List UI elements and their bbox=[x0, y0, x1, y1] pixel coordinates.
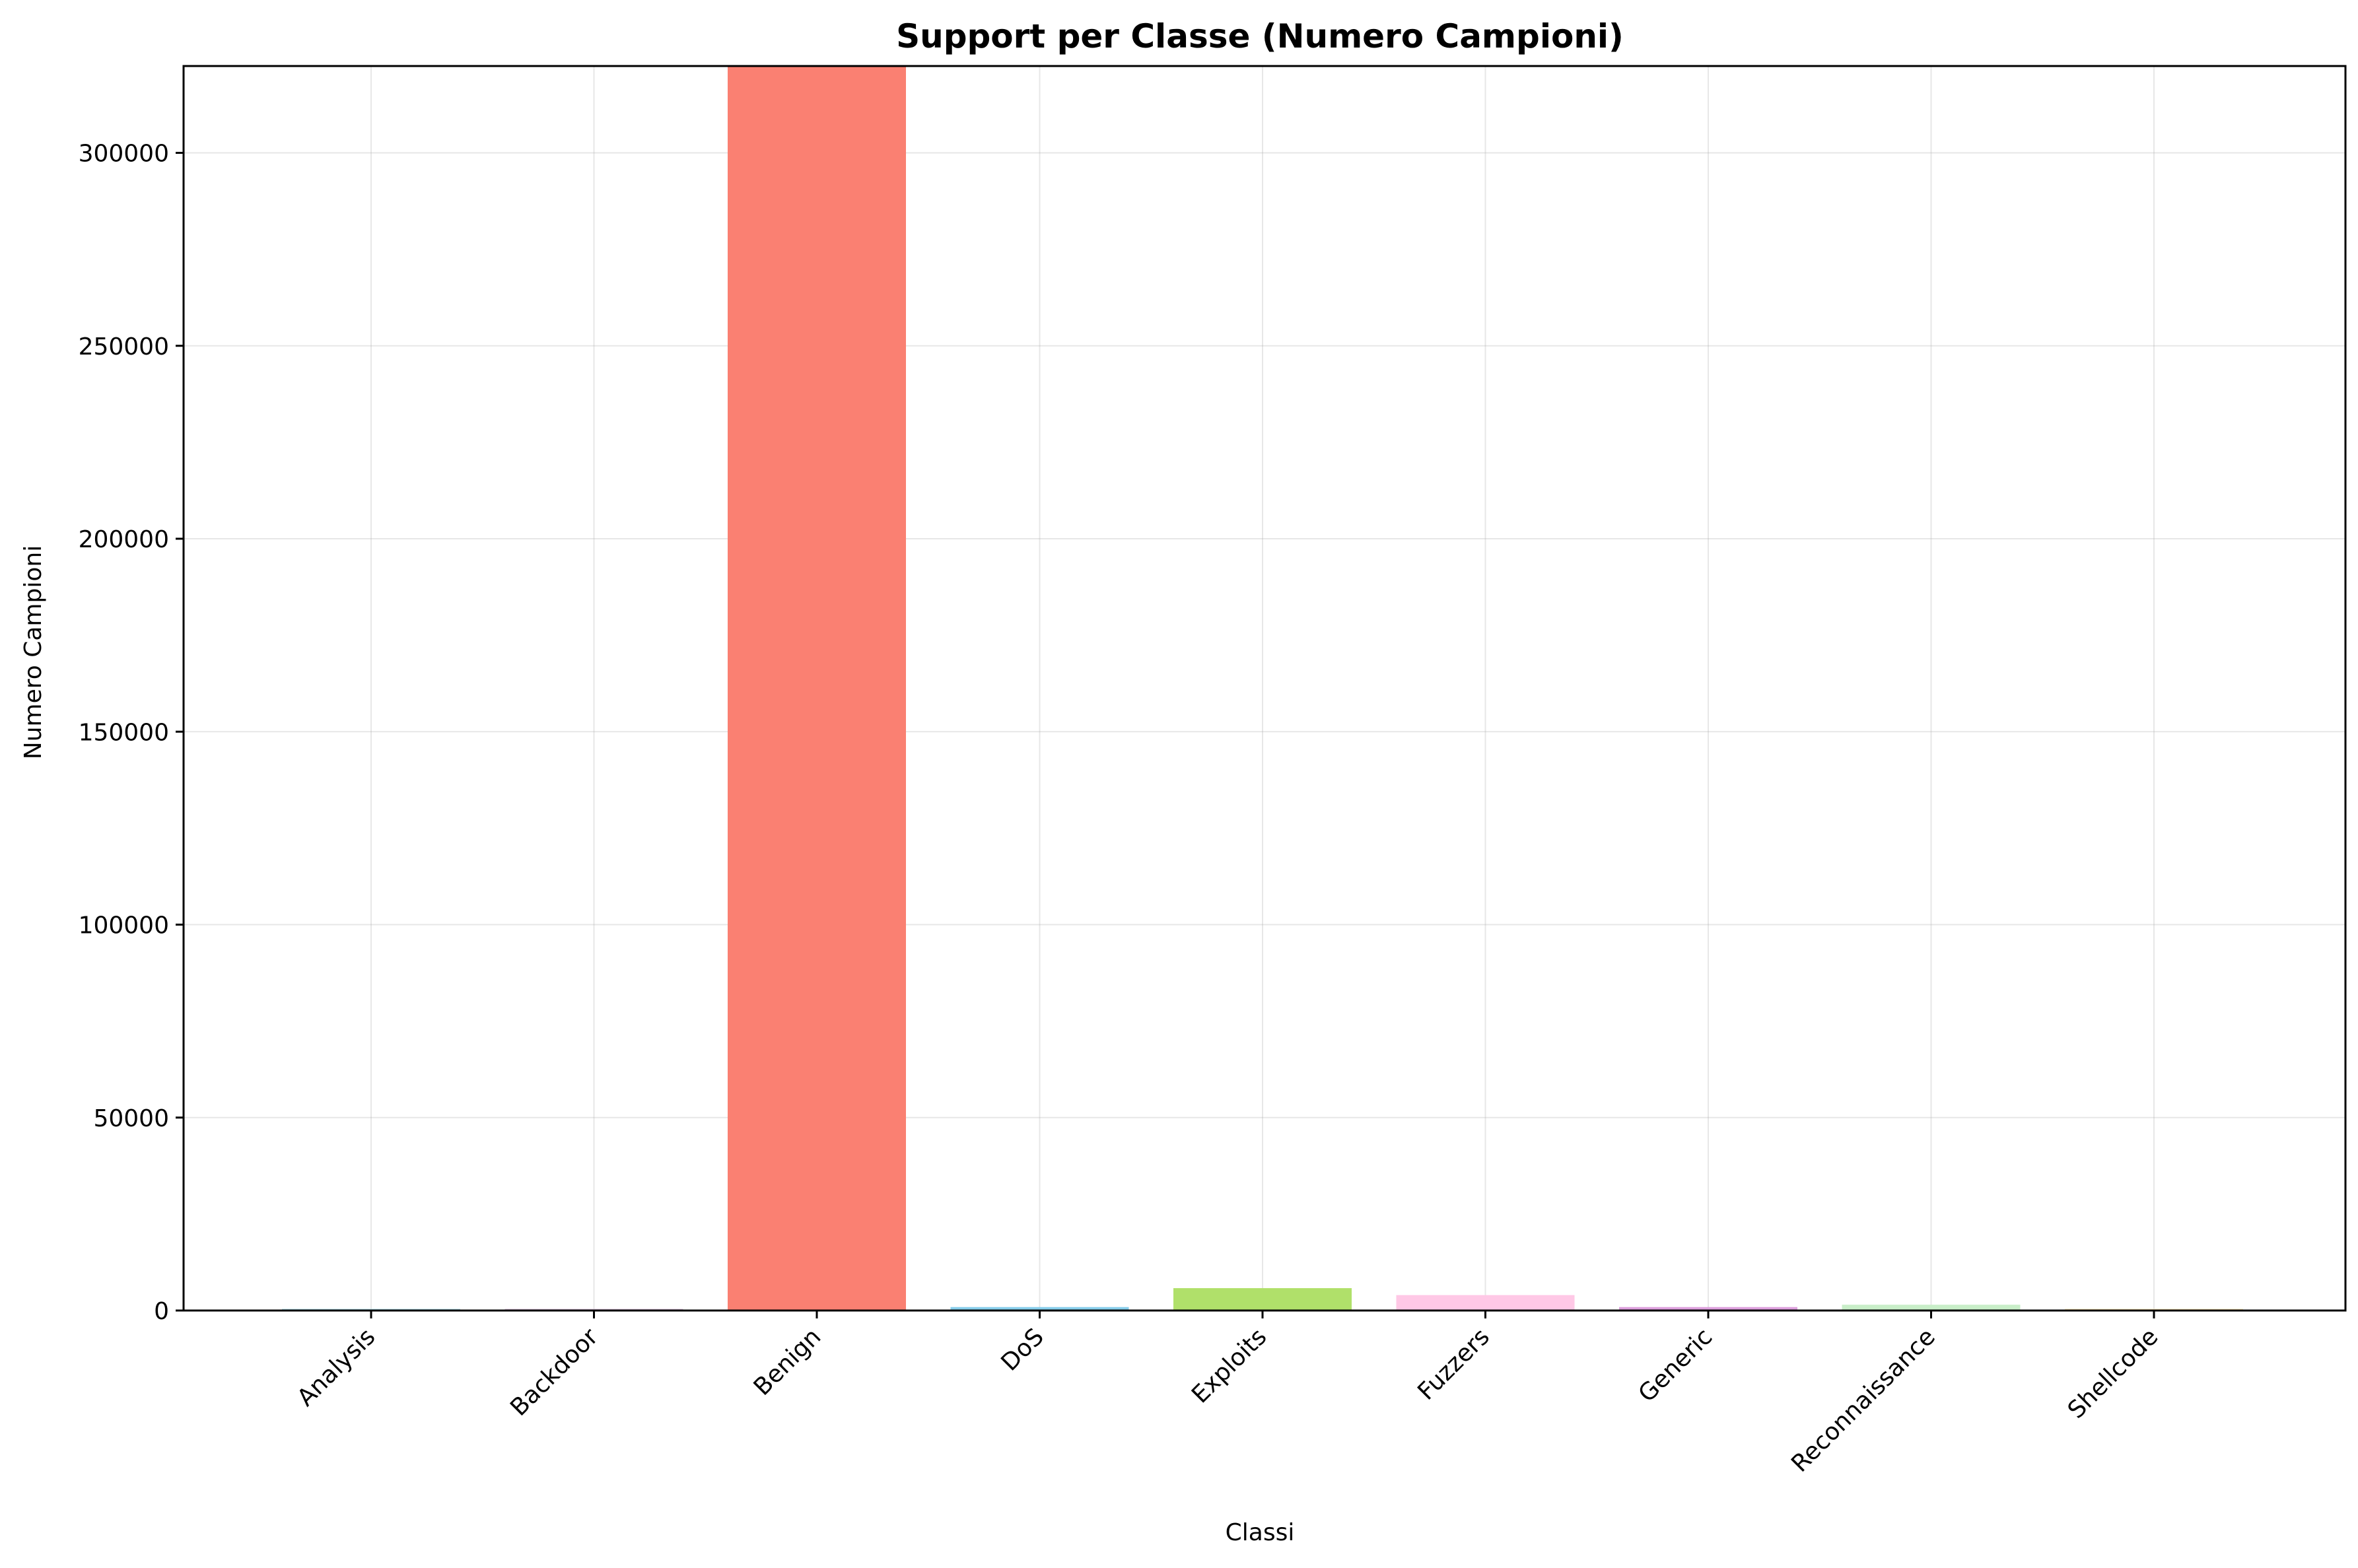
x-tick-label: Fuzzers bbox=[1412, 1323, 1494, 1405]
x-tick-label: Reconnaissance bbox=[1786, 1323, 1941, 1478]
y-tick-label: 200000 bbox=[79, 526, 169, 553]
plot-frame bbox=[182, 65, 2347, 1312]
x-tick-label: Exploits bbox=[1187, 1323, 1272, 1408]
bar-reconnaissance bbox=[1842, 1305, 2021, 1311]
y-axis-label: Numero Campioni bbox=[20, 545, 47, 759]
bar-generic bbox=[1619, 1307, 1797, 1311]
x-tick-label: Analysis bbox=[292, 1323, 380, 1412]
x-tick-label: Benign bbox=[749, 1323, 827, 1401]
y-tick-label: 0 bbox=[154, 1298, 169, 1325]
bar-dos bbox=[950, 1307, 1129, 1311]
x-axis-label: Classi bbox=[1226, 1519, 1295, 1546]
x-tick-label: DoS bbox=[996, 1323, 1049, 1376]
y-tick-label: 50000 bbox=[93, 1105, 169, 1132]
grid-layer bbox=[184, 66, 2345, 1311]
bar-layer bbox=[282, 66, 2243, 1311]
x-tick-label: Backdoor bbox=[505, 1323, 604, 1421]
bar-fuzzers bbox=[1396, 1295, 1575, 1311]
x-tick-label: Generic bbox=[1634, 1323, 1718, 1408]
x-tick-label: Shellcode bbox=[2063, 1323, 2163, 1423]
bar-benign bbox=[728, 66, 906, 1311]
y-tick-label: 300000 bbox=[79, 141, 169, 168]
bar-exploits bbox=[1173, 1288, 1352, 1311]
chart-title: Support per Classe (Numero Campioni) bbox=[896, 17, 1624, 55]
tick-layer: 0 50000 100000 150000 200000 250000 300000 Anal… bbox=[79, 141, 2164, 1478]
y-tick-label: 150000 bbox=[79, 719, 169, 746]
y-tick-label: 250000 bbox=[79, 333, 169, 360]
y-tick-label: 100000 bbox=[79, 912, 169, 939]
